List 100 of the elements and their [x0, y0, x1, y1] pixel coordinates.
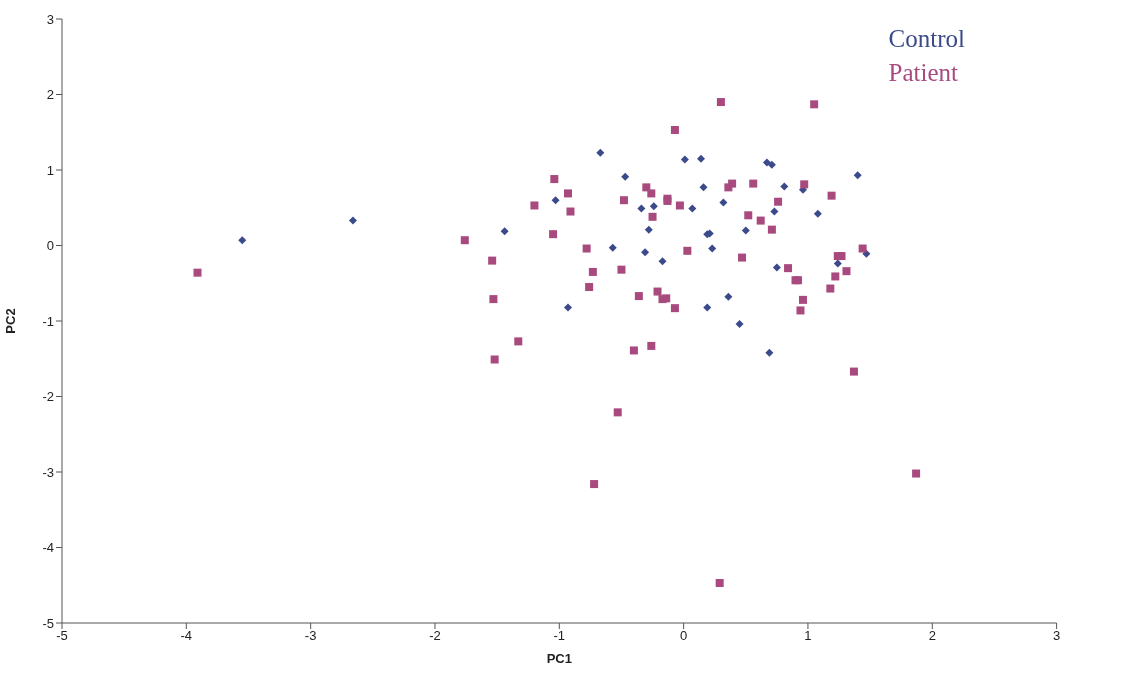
y-tick-label: -2 — [42, 389, 54, 405]
point — [849, 367, 858, 376]
point — [644, 225, 653, 234]
x-tick-label: 1 — [804, 628, 812, 644]
point — [238, 236, 247, 245]
point — [348, 216, 357, 225]
point — [530, 201, 539, 210]
point — [735, 320, 744, 329]
x-tick-label: -4 — [180, 628, 193, 644]
point — [549, 230, 558, 239]
point — [662, 294, 671, 303]
point — [728, 179, 737, 188]
text: Control — [888, 24, 965, 54]
point — [719, 198, 728, 207]
point — [619, 196, 628, 205]
y-tick-label: -3 — [42, 464, 54, 480]
point — [749, 179, 758, 188]
point — [683, 246, 692, 255]
point — [756, 216, 765, 225]
point — [658, 257, 667, 266]
point — [800, 180, 809, 189]
y-tick-label: 3 — [46, 11, 54, 27]
point — [798, 295, 807, 304]
point — [842, 267, 851, 276]
point — [796, 306, 805, 315]
y-tick-label: -4 — [42, 540, 54, 556]
point — [634, 292, 643, 301]
point — [641, 248, 650, 257]
x-tick-label: -1 — [553, 628, 566, 644]
point — [772, 263, 781, 272]
point — [699, 183, 708, 192]
point — [827, 191, 836, 200]
point — [629, 346, 638, 355]
point — [608, 243, 617, 252]
point — [833, 259, 842, 268]
point — [621, 172, 630, 181]
point — [831, 272, 840, 281]
point — [767, 225, 776, 234]
x-tick-label: -2 — [429, 628, 441, 644]
point — [460, 236, 469, 245]
point — [514, 337, 523, 346]
point — [670, 125, 679, 134]
x-tick-label: 3 — [1052, 628, 1061, 644]
point — [770, 207, 779, 216]
point — [724, 292, 733, 301]
point — [784, 264, 793, 273]
point — [617, 265, 626, 274]
point — [647, 341, 656, 350]
point — [550, 175, 559, 184]
point — [642, 183, 651, 192]
point — [670, 304, 679, 313]
point — [596, 148, 605, 157]
point — [813, 209, 822, 218]
point — [500, 227, 509, 236]
point — [488, 256, 497, 265]
x-tick-label: 0 — [680, 628, 688, 644]
point — [564, 189, 572, 198]
point — [649, 202, 658, 211]
point — [675, 201, 684, 210]
point — [715, 578, 724, 587]
point — [590, 480, 599, 489]
x-axis-title: PC1 — [546, 651, 572, 666]
point — [680, 155, 689, 164]
x-tick-label: -3 — [304, 628, 317, 644]
point — [647, 189, 656, 198]
point — [780, 182, 789, 191]
point — [837, 252, 846, 261]
point — [774, 197, 783, 206]
point — [582, 244, 591, 253]
y-tick-label: 0 — [46, 238, 54, 254]
text: Patient — [888, 58, 960, 88]
y-tick-label: 1 — [46, 162, 54, 178]
y-tick-label: -1 — [42, 313, 54, 329]
point — [738, 253, 747, 262]
point — [765, 348, 774, 357]
y-axis-title: PC2 — [2, 308, 18, 334]
point — [653, 287, 662, 296]
point — [489, 295, 498, 304]
point — [564, 303, 572, 312]
point — [585, 283, 594, 292]
point — [648, 212, 657, 221]
point — [588, 267, 597, 276]
point — [703, 303, 712, 312]
point — [744, 211, 753, 220]
point — [551, 196, 560, 205]
point — [853, 171, 862, 180]
point — [767, 160, 776, 169]
point — [716, 98, 725, 107]
point — [741, 226, 750, 235]
point — [637, 204, 646, 213]
point — [912, 469, 921, 478]
x-tick-label: 2 — [928, 628, 936, 644]
point — [566, 207, 575, 216]
point — [193, 268, 202, 277]
y-tick-label: 2 — [46, 87, 54, 103]
x-tick-label: -5 — [56, 628, 68, 644]
point — [762, 158, 771, 167]
point — [708, 244, 717, 253]
point — [810, 100, 819, 109]
point — [826, 284, 835, 293]
